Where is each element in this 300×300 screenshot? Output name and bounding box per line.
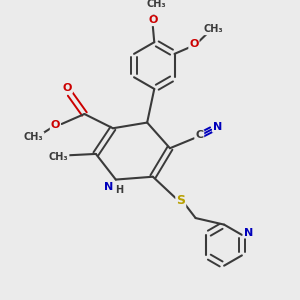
Text: O: O — [189, 40, 199, 50]
Text: CH₃: CH₃ — [49, 152, 69, 162]
Text: N: N — [213, 122, 222, 132]
Text: O: O — [51, 120, 60, 130]
Text: N: N — [104, 182, 113, 192]
Text: O: O — [63, 83, 72, 93]
Text: C: C — [195, 130, 203, 140]
Text: CH₃: CH₃ — [147, 0, 166, 9]
Text: H: H — [115, 184, 123, 195]
Text: CH₃: CH₃ — [203, 24, 223, 34]
Text: CH₃: CH₃ — [24, 132, 44, 142]
Text: N: N — [244, 228, 253, 238]
Text: O: O — [148, 15, 158, 25]
Text: S: S — [176, 194, 185, 208]
